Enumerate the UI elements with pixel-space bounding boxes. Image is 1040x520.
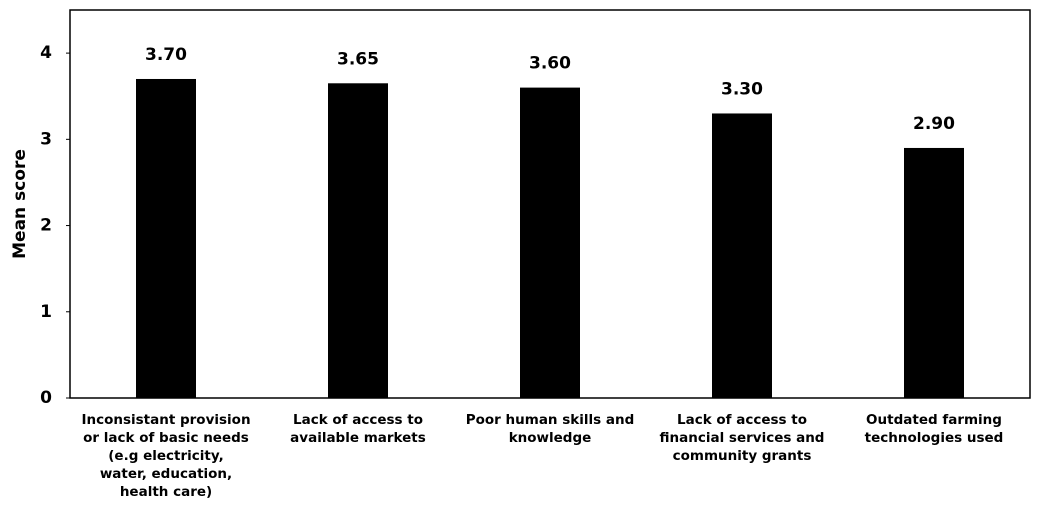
x-tick-label: financial services and	[660, 430, 825, 446]
x-tick-label: Outdated farming	[866, 412, 1002, 428]
bar	[712, 113, 772, 398]
x-tick-label: knowledge	[509, 430, 592, 446]
x-tick-label: or lack of basic needs	[83, 430, 249, 446]
x-tick-label: Lack of access to	[293, 412, 423, 428]
bar	[328, 83, 388, 399]
x-tick-label: technologies used	[865, 430, 1004, 446]
bar	[520, 87, 580, 398]
x-tick-label: (e.g electricity,	[108, 448, 223, 464]
y-tick-label: 4	[40, 43, 52, 63]
x-tick-label: water, education,	[100, 466, 232, 482]
value-label: 3.70	[145, 45, 187, 65]
x-tick-label: Poor human skills and	[466, 412, 635, 428]
value-label: 3.65	[337, 49, 379, 69]
y-tick-label: 3	[40, 129, 52, 149]
bar	[904, 147, 964, 398]
value-label: 3.30	[721, 79, 763, 99]
y-tick-label: 0	[40, 388, 52, 408]
x-tick-label: Inconsistant provision	[81, 412, 250, 428]
y-tick-label: 2	[40, 216, 52, 236]
value-label: 3.60	[529, 54, 571, 74]
y-axis-label: Mean score	[10, 149, 30, 259]
bar	[136, 78, 196, 398]
x-tick-label: health care)	[120, 484, 212, 500]
value-label: 2.90	[913, 114, 955, 134]
x-tick-label: community grants	[673, 448, 812, 464]
x-tick-label: available markets	[290, 430, 426, 446]
y-tick-label: 1	[40, 302, 52, 322]
x-tick-label: Lack of access to	[677, 412, 807, 428]
